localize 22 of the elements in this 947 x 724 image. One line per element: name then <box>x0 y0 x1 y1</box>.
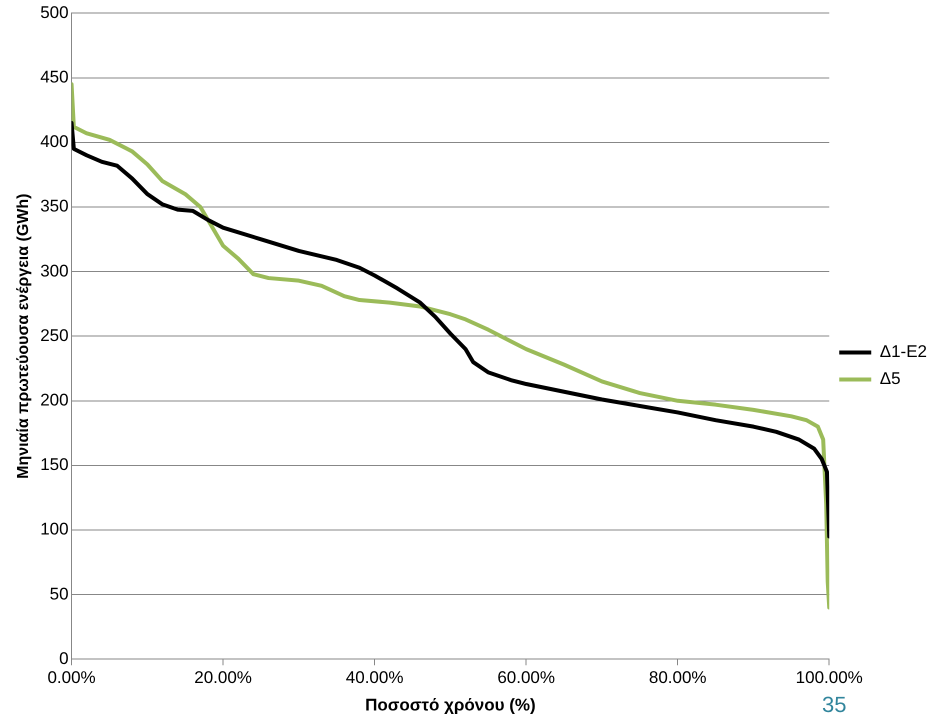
legend-label: Δ5 <box>880 369 901 388</box>
x-tick-label: 20.00% <box>194 668 252 688</box>
y-tick-label: 300 <box>40 261 69 280</box>
x-tick-label: 0.00% <box>47 668 96 688</box>
y-tick-label: 100 <box>40 520 69 539</box>
y-tick-label: 450 <box>40 67 69 86</box>
x-tick-label: 100.00% <box>796 668 863 688</box>
y-tick-label: 0 <box>59 648 69 668</box>
y-tick-label: 350 <box>40 196 69 216</box>
text: 35 <box>822 692 846 718</box>
y-tick-label: 250 <box>40 326 69 345</box>
y-tick-label: 50 <box>50 584 69 604</box>
x-tick-label: 40.00% <box>346 668 404 688</box>
y-tick-label: 150 <box>40 455 69 474</box>
y-tick-label: 400 <box>40 132 69 152</box>
x-axis-title: Ποσοστό χρόνου (%) <box>365 695 536 714</box>
y-tick-label: 200 <box>40 390 69 410</box>
y-tick-label: 500 <box>40 2 69 22</box>
y-axis-title: Μηνιαία πρωτεύουσα ενέργεια (GWh) <box>15 194 32 479</box>
legend-label: Δ1-Ε2 <box>880 342 927 362</box>
x-tick-label: 80.00% <box>648 668 707 688</box>
x-tick-label: 60.00% <box>497 668 556 688</box>
